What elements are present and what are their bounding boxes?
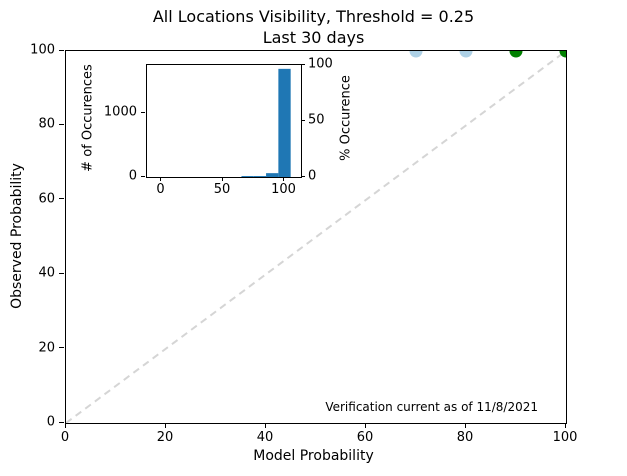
y-tick-label: 20 [38, 340, 55, 356]
histogram-bar [241, 176, 254, 177]
inset-x-tick-label: 0 [156, 182, 165, 197]
inset-right-tick-label: 50 [308, 112, 325, 128]
y-axis-label: Observed Probability [9, 163, 25, 309]
inset-x-tick-mark [283, 177, 285, 181]
x-tick-label: 100 [552, 430, 578, 445]
inset-left-tick-mark [141, 175, 145, 177]
x-tick-mark [464, 423, 466, 428]
y-tick-label: 60 [38, 191, 55, 207]
inset-x-tick-mark [221, 177, 223, 181]
x-tick-label: 80 [456, 430, 474, 445]
inset-right-tick-mark [301, 63, 305, 65]
y-tick-mark [59, 272, 64, 274]
scatter-plot-canvas [66, 51, 566, 423]
inset-right-tick-label: 0 [308, 168, 317, 184]
main-plot-area: Verification current as of 11/8/2021 [65, 50, 567, 424]
x-tick-mark [64, 423, 66, 428]
inset-left-tick-mark [141, 111, 145, 113]
inset-right-tick-mark [301, 119, 305, 121]
x-tick-label: 0 [60, 430, 70, 445]
chart-title: All Locations Visibility, Threshold = 0.… [0, 6, 627, 48]
inset-histogram-area [146, 64, 302, 178]
y-tick-label: 80 [38, 116, 55, 132]
chart-title-line2: Last 30 days [262, 28, 365, 47]
inset-x-tick-label: 100 [271, 182, 296, 197]
scatter-point [459, 51, 473, 58]
x-tick-label: 60 [356, 430, 374, 445]
histogram-bar [266, 173, 279, 177]
scatter-point [559, 51, 566, 58]
x-axis-label: Model Probability [253, 448, 374, 464]
y-tick-label: 100 [30, 42, 55, 58]
chart-title-line1: All Locations Visibility, Threshold = 0.… [152, 7, 475, 26]
inset-right-tick-mark [301, 175, 305, 177]
inset-x-tick-mark [160, 177, 161, 181]
inset-right-tick-label: 100 [308, 56, 333, 72]
x-tick-mark [264, 423, 266, 428]
x-tick-label: 40 [256, 430, 274, 445]
inset-x-tick-label: 50 [213, 182, 231, 197]
y-tick-mark [59, 123, 64, 125]
inset-left-tick-label: 0 [128, 168, 137, 184]
x-tick-mark [364, 423, 366, 428]
x-tick-mark [164, 423, 166, 428]
inset-right-axis-label: % Occurence [338, 75, 354, 161]
x-tick-label: 20 [156, 430, 174, 445]
scatter-point [509, 51, 523, 58]
diagonal-reference-line [66, 51, 566, 423]
x-tick-mark [564, 423, 566, 428]
inset-left-tick-label: 1000 [103, 104, 137, 120]
y-tick-label: 0 [46, 414, 55, 430]
inset-left-axis-label: # of Occurences [80, 64, 96, 172]
histogram-canvas [241, 68, 291, 177]
y-tick-mark [59, 421, 64, 423]
histogram-bar [253, 176, 267, 177]
y-tick-label: 40 [38, 265, 55, 281]
histogram-bar [278, 68, 291, 177]
y-tick-mark [59, 49, 64, 51]
y-tick-mark [59, 198, 64, 200]
y-tick-mark [59, 347, 64, 349]
scatter-point [409, 51, 423, 58]
verification-annotation: Verification current as of 11/8/2021 [325, 400, 538, 414]
